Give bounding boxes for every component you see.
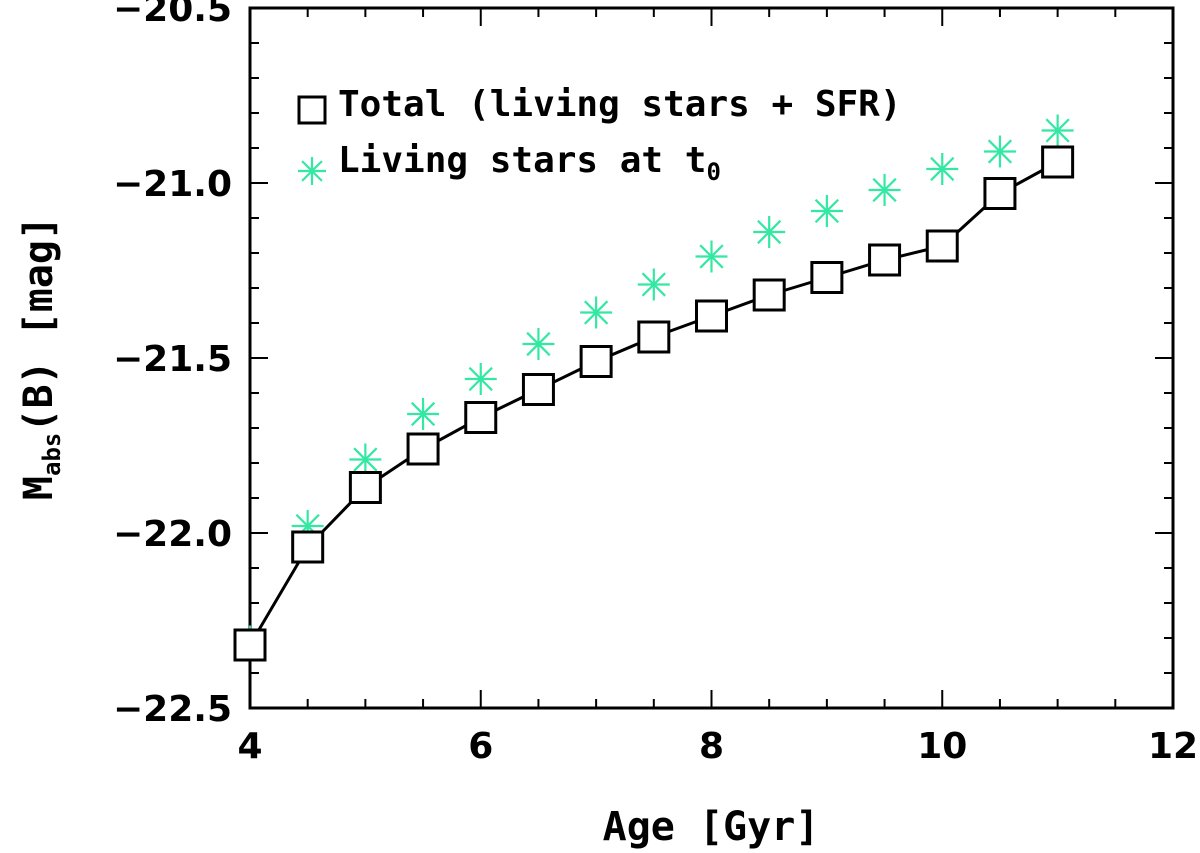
total-point [868,243,902,277]
asterisk-stroke [757,219,782,245]
legend-asterisk-glyph [298,157,326,185]
asterisk-stroke [353,447,378,472]
living-stars-point [522,328,555,360]
living-stars-point [753,216,786,248]
y-tick-label: −22.0 [113,514,232,555]
asterisk-stroke [872,177,897,203]
total-point [752,278,786,312]
living-stars-point [637,268,670,301]
legend-asterisk-marker [298,157,326,185]
total-point [464,401,498,434]
living-stars-point [810,195,843,227]
living-stars-point [868,174,901,206]
legend-label-total: Total (living stars + SFR) [338,84,902,125]
asterisk-stroke [814,198,839,224]
living-stars-point [580,296,613,329]
asterisk-stroke [1045,118,1070,143]
y-tick-label: −21.5 [113,339,232,380]
asterisk-stroke [410,401,436,427]
asterisk-stroke [301,160,323,182]
asterisk-stroke [987,139,1013,164]
y-tick-labels: −20.5 −21.0 −21.5 −22.0 −22.5 [113,0,232,730]
living-stars-point [464,363,497,395]
living-stars-point [349,443,382,476]
x-tick-label: 10 [917,726,967,767]
asterisk-stroke [930,156,955,182]
living-stars-point [695,240,728,273]
x-tick-label: 8 [699,726,724,767]
total-point [406,432,440,466]
asterisk-stroke [641,272,666,297]
y-tick-label: −22.5 [113,689,232,730]
legend-square-marker [297,95,327,125]
asterisk-stroke [526,331,551,357]
total-point [695,299,728,333]
total-point [521,373,555,406]
asterisk-stroke [584,300,609,325]
legend: Total (living stars + SFR) Living stars … [297,84,902,186]
x-tick-label: 6 [468,726,493,767]
series-layer [233,114,1075,662]
total-point [291,530,325,564]
living-stars-point [407,398,440,430]
living-stars-point [1041,114,1074,147]
x-tick-label: 12 [1148,726,1198,767]
legend-label-living: Living stars at t0 [338,140,721,186]
total-point [233,628,267,662]
total-point [925,229,959,263]
asterisk-stroke [699,244,724,269]
total-point [348,471,382,504]
x-tick-label: 4 [237,726,262,767]
y-axis-title: Mabs(B) [mag] [16,216,66,500]
total-point [983,177,1017,210]
x-axis-title: Age [Gyr] [603,804,820,850]
total-point [579,345,613,378]
y-tick-label: −21.0 [113,164,232,205]
total-point [637,320,671,354]
y-tick-label: −20.5 [113,0,232,30]
total-point [810,261,844,294]
x-tick-labels: 4 6 8 10 12 [237,726,1198,767]
asterisk-stroke [468,366,493,392]
axis-ticks [249,7,1174,709]
total-point [1041,145,1075,179]
living-stars-point [926,153,959,185]
living-stars-point [983,135,1016,168]
